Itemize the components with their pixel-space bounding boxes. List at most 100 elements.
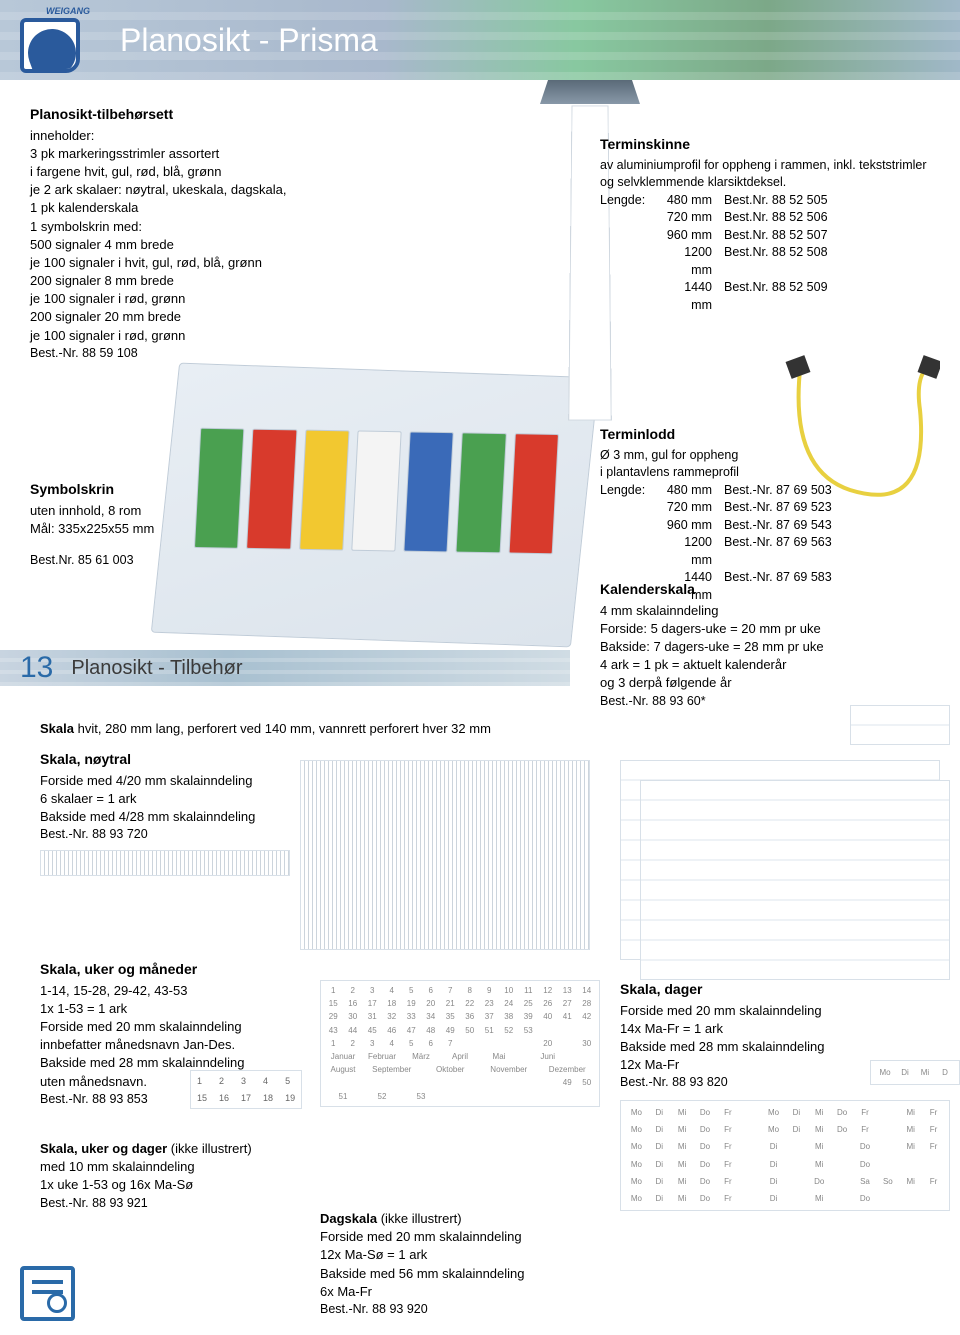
len-label [600,209,662,227]
terminskinne-desc: av aluminiumprofil for oppheng i rammen,… [600,157,940,192]
brand-logo: WEIGANG [20,5,90,73]
len-val: 960 mm [662,227,724,245]
dagskala-heading: Dagskala (ikke illustrert) [320,1210,610,1228]
kalenderskala-line: og 3 derpå følgende år [600,674,940,692]
dagskala-line: 6x Ma-Fr [320,1283,610,1301]
skala-dager-line: Forside med 20 mm skalainndeling [620,1002,900,1020]
len-val: 720 mm [662,499,724,517]
accessory-line: 1 symbolskrin med: [30,218,320,236]
section-number: 13 [20,647,53,689]
kalenderskala-title: Kalenderskala [600,580,940,600]
terminskinne: Terminskinne av aluminiumprofil for opph… [600,135,940,314]
skala-header: Skala hvit, 280 mm lang, perforert ved 1… [40,720,600,738]
skala-dager: Skala, dager Forside med 20 mm skalainnd… [620,980,900,1092]
skala-uker-dager-ordnr: Best.-Nr. 88 93 921 [40,1195,330,1213]
len-label: Lengde: [600,192,662,210]
section-title: Planosikt - Tilbehør [71,654,242,682]
len-label [600,279,662,314]
dagskala-line: Bakside med 56 mm skalainndeling [320,1265,610,1283]
symbolskrin-title: Symbolskrin [30,480,320,500]
skala-header-text: hvit, 280 mm lang, perforert ved 140 mm,… [78,721,491,736]
logo-icon [20,18,80,73]
dagskala-suffix: (ikke illustrert) [377,1211,462,1226]
skala-noytral-title: Skala, nøytral [40,750,320,770]
skala-uker-mnd-line: 1-14, 15-28, 29-42, 43-53 [40,982,320,1000]
cell-green2 [456,432,507,553]
brand-name: WEIGANG [20,5,90,18]
kalenderskala-line: Bakside: 7 dagers-uke = 28 mm pr uke [600,638,940,656]
dagskala-title: Dagskala [320,1211,377,1226]
terminlodd: Terminlodd Ø 3 mm, gul for oppheng i pla… [600,425,940,604]
len-val: 1200 mm [662,534,724,569]
accessory-line: i fargene hvit, gul, rød, blå, grønn [30,163,320,181]
skala-uker-dager: Skala, uker og dager (ikke illustrert) m… [40,1140,330,1212]
page-title: Planosikt - Prisma [100,18,378,63]
cell-red2 [508,433,559,554]
skala-dager-title: Skala, dager [620,980,900,1000]
page-content: Planosikt-tilbehørsett inneholder: 3 pk … [0,80,960,1335]
skala-uker-dager-line: med 10 mm skalainndeling [40,1158,330,1176]
kalenderskala: Kalenderskala 4 mm skalainndeling Forsid… [600,580,940,710]
terminskinne-title: Terminskinne [600,135,940,155]
dagskala-line: Forside med 20 mm skalainndeling [320,1228,610,1246]
len-label [600,517,662,535]
ord-val: Best.-Nr. 87 69 563 [724,534,940,569]
skala-uker-mnd-line: Forside med 20 mm skalainndeling [40,1018,320,1036]
len-label: Lengde: [600,482,662,500]
len-val: 1200 mm [662,244,724,279]
ord-val: Best.-Nr. 87 69 503 [724,482,940,500]
symbolskrin-line: Mål: 335x225x55 mm [30,520,320,538]
skala-noytral-ordnr: Best.-Nr. 88 93 720 [40,826,320,844]
ord-val: Best.Nr. 88 52 506 [724,209,940,227]
symbolskrin-ordnr: Best.Nr. 85 61 003 [30,552,320,570]
skala-uker-dager-title: Skala, uker og dager [40,1141,167,1156]
skala-dager-line: 12x Ma-Fr [620,1056,900,1074]
len-val: 480 mm [662,482,724,500]
skala-dager-line: Bakside med 28 mm skalainndeling [620,1038,900,1056]
skala-noytral: Skala, nøytral Forside med 4/20 mm skala… [40,750,320,844]
dagskala-line: 12x Ma-Sø = 1 ark [320,1246,610,1264]
accessory-line: 200 signaler 20 mm brede [30,308,320,326]
ruler-image [40,850,290,876]
len-val: 960 mm [662,517,724,535]
symbolskrin: Symbolskrin uten innhold, 8 rom Mål: 335… [30,480,320,569]
accessory-line: 1 pk kalenderskala [30,199,320,217]
kalenderskala-line: Forside: 5 dagers-uke = 20 mm pr uke [600,620,940,638]
ruler-sheet-image [300,760,590,950]
skala-dager-ordnr: Best.-Nr. 88 93 820 [620,1074,900,1092]
accessory-line: je 100 signaler i hvit, gul, rød, blå, g… [30,254,320,272]
skala-uker-mnd-line: innbefatter månedsnavn Jan-Des. [40,1036,320,1054]
accessory-set-title: Planosikt-tilbehørsett [30,105,320,125]
ord-val: Best.Nr. 88 52 508 [724,244,940,279]
len-val: 480 mm [662,192,724,210]
skala-header-bold: Skala [40,721,74,736]
terminskinne-table: Lengde:480 mmBest.Nr. 88 52 505 720 mmBe… [600,192,940,315]
terminlodd-title: Terminlodd [600,425,940,445]
dagskala-ordnr: Best.-Nr. 88 93 920 [320,1301,610,1319]
accessory-line: je 2 ark skalaer: nøytral, ukeskala, dag… [30,181,320,199]
len-label [600,534,662,569]
symbolskrin-line: uten innhold, 8 rom [30,502,320,520]
accessory-ordnr: Best.-Nr. 88 59 108 [30,345,320,363]
len-val: 1440 mm [662,279,724,314]
days-grid-image: MoDiMiDoFrMoDiMiDoFrMiFr MoDiMiDoFrMoDiM… [620,1100,950,1211]
len-val: 720 mm [662,209,724,227]
skala-uker-dager-heading: Skala, uker og dager (ikke illustrert) [40,1140,330,1158]
cell-white [351,431,402,552]
header-band: WEIGANG Planosikt - Prisma [0,0,960,80]
terminlodd-l2: i plantavlens rammeprofil [600,464,940,482]
calendar-sheets-image-b [640,780,950,980]
days-mini-grid: MoDiMiD [870,1060,960,1085]
len-label [600,244,662,279]
kalenderskala-line: 4 ark = 1 pk = aktuelt kalenderår [600,656,940,674]
ord-val: Best.Nr. 88 52 505 [724,192,940,210]
skala-noytral-line: 6 skalaer = 1 ark [40,790,320,808]
dagskala: Dagskala (ikke illustrert) Forside med 2… [320,1210,610,1318]
accessory-line: je 100 signaler i rød, grønn [30,290,320,308]
accessory-line: 3 pk markeringsstrimler assortert [30,145,320,163]
accessory-line: je 100 signaler i rød, grønn [30,327,320,345]
skala-uker-dager-suffix: (ikke illustrert) [167,1141,252,1156]
skala-uker-mnd-title: Skala, uker og måneder [40,960,320,980]
skala-noytral-line: Forside med 4/20 mm skalainndeling [40,772,320,790]
footer-schedule-icon [20,1266,75,1321]
